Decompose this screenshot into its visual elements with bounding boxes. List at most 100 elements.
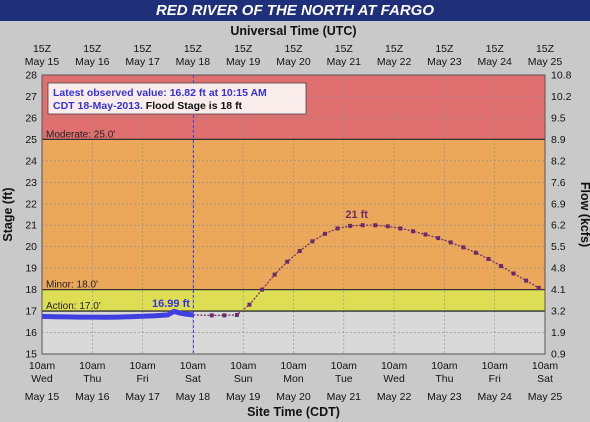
y-tick-label-right: 4.8	[551, 263, 566, 275]
forecast-point	[448, 240, 453, 245]
forecast-point	[511, 271, 516, 276]
y-tick-label-left: 19	[25, 263, 37, 275]
forecast-point	[461, 245, 466, 250]
forecast-point	[297, 248, 302, 253]
bottom-tick-label: May 15	[25, 391, 60, 403]
y-tick-label-left: 15	[25, 349, 37, 361]
bottom-tick-label: Tue	[335, 373, 353, 385]
bottom-tick-label: 10am	[79, 360, 106, 372]
forecast-point	[234, 312, 239, 317]
y-tick-label-right: 1.9	[551, 327, 566, 339]
forecast-point	[436, 236, 441, 241]
top-tick-label: 15Z	[234, 43, 253, 55]
y-tick-label-left: 18	[25, 284, 37, 296]
forecast-point	[524, 278, 529, 283]
forecast-point	[536, 285, 541, 290]
bottom-tick-label: 10am	[482, 360, 509, 372]
y-tick-label-right: 3.2	[551, 306, 566, 318]
bottom-tick-label: 10am	[331, 360, 358, 372]
threshold-label: Action: 17.0'	[46, 301, 101, 312]
annotation-date: CDT 18-May-2013.	[53, 100, 143, 112]
bottom-tick-label: Fri	[489, 373, 501, 385]
forecast-point	[486, 256, 491, 261]
annotation-box	[47, 82, 307, 115]
y-tick-label-left: 25	[25, 134, 37, 146]
forecast-point	[322, 231, 327, 236]
y-tick-label-right: 6.2	[551, 220, 566, 232]
forecast-point	[310, 239, 315, 244]
bottom-tick-label: Sat	[537, 373, 553, 385]
top-tick-label: May 16	[75, 56, 110, 68]
bottom-tick-label: 10am	[180, 360, 207, 372]
y-tick-label-right: 7.6	[551, 177, 566, 189]
bottom-tick-label: May 18	[176, 391, 211, 403]
bottom-tick-label: May 19	[226, 391, 261, 403]
y-tick-label-right: 10.8	[551, 70, 572, 82]
forecast-point	[410, 229, 415, 234]
top-tick-label: 15Z	[33, 43, 52, 55]
forecast-point	[247, 302, 252, 307]
bottom-tick-label: 10am	[29, 360, 56, 372]
bottom-tick-label: May 22	[377, 391, 412, 403]
y-tick-label-right: 10.2	[551, 91, 572, 103]
crest-label: 21 ft	[345, 209, 368, 221]
forecast-point	[498, 264, 503, 269]
top-tick-label: May 20	[276, 56, 311, 68]
bottom-tick-label: 10am	[230, 360, 257, 372]
top-tick-label: 15Z	[486, 43, 505, 55]
top-tick-label: May 24	[477, 56, 512, 68]
y-tick-label-left: 23	[25, 177, 37, 189]
y-tick-label-right: 6.9	[551, 198, 566, 210]
top-tick-label: May 15	[25, 56, 60, 68]
forecast-point	[222, 313, 227, 318]
top-tick-label: May 22	[377, 56, 412, 68]
y-tick-label-left: 16	[25, 327, 37, 339]
forecast-point	[373, 223, 378, 228]
y-tick-label-right: 8.2	[551, 155, 566, 167]
top-tick-label: May 23	[427, 56, 462, 68]
top-tick-label: May 18	[176, 56, 211, 68]
bottom-tick-label: Fri	[136, 373, 148, 385]
y-tick-label-right: 0.9	[551, 349, 566, 361]
bottom-tick-label: May 23	[427, 391, 462, 403]
bottom-tick-label: 10am	[431, 360, 458, 372]
bottom-tick-label: May 20	[276, 391, 311, 403]
bottom-tick-label: May 21	[327, 391, 362, 403]
threshold-label: Minor: 18.0'	[46, 280, 98, 291]
y-tick-label-right: 9.5	[551, 112, 566, 124]
forecast-point	[272, 272, 277, 277]
plot-border	[41, 74, 546, 355]
y-tick-label-left: 20	[25, 241, 37, 253]
top-tick-label: May 19	[226, 56, 261, 68]
top-tick-label: 15Z	[284, 43, 303, 55]
annotation-line-1: Latest observed value: 16.82 ft at 10:15…	[53, 87, 267, 99]
top-tick-label: 15Z	[184, 43, 203, 55]
top-tick-label: 15Z	[83, 43, 102, 55]
y-tick-label-left: 22	[25, 198, 37, 210]
top-tick-label: 15Z	[335, 43, 354, 55]
x-axis-title: Site Time (CDT)	[247, 405, 340, 419]
forecast-point	[423, 232, 428, 237]
y-axis-title-right: Flow (kcfs)	[578, 182, 590, 247]
top-tick-label: May 21	[327, 56, 362, 68]
forecast-point	[335, 226, 340, 231]
y-tick-label-right: 4.1	[551, 284, 566, 296]
y-tick-label-left: 26	[25, 112, 37, 124]
top-tick-label: 15Z	[385, 43, 404, 55]
bottom-tick-label: Sun	[234, 373, 253, 385]
bottom-tick-label: May 17	[125, 391, 160, 403]
annotation-flood-stage: Flood Stage is 18 ft	[143, 100, 243, 112]
annotation-line-2: CDT 18-May-2013. Flood Stage is 18 ft	[53, 100, 243, 112]
top-tick-label: May 17	[125, 56, 160, 68]
bottom-tick-label: Mon	[283, 373, 304, 385]
top-tick-label: 15Z	[134, 43, 153, 55]
forecast-point	[385, 224, 390, 229]
forecast-point	[398, 226, 403, 231]
bottom-tick-label: 10am	[532, 360, 559, 372]
forecast-point	[209, 313, 214, 318]
bottom-tick-label: 10am	[381, 360, 408, 372]
bottom-tick-label: 10am	[280, 360, 307, 372]
forecast-point	[360, 223, 365, 228]
